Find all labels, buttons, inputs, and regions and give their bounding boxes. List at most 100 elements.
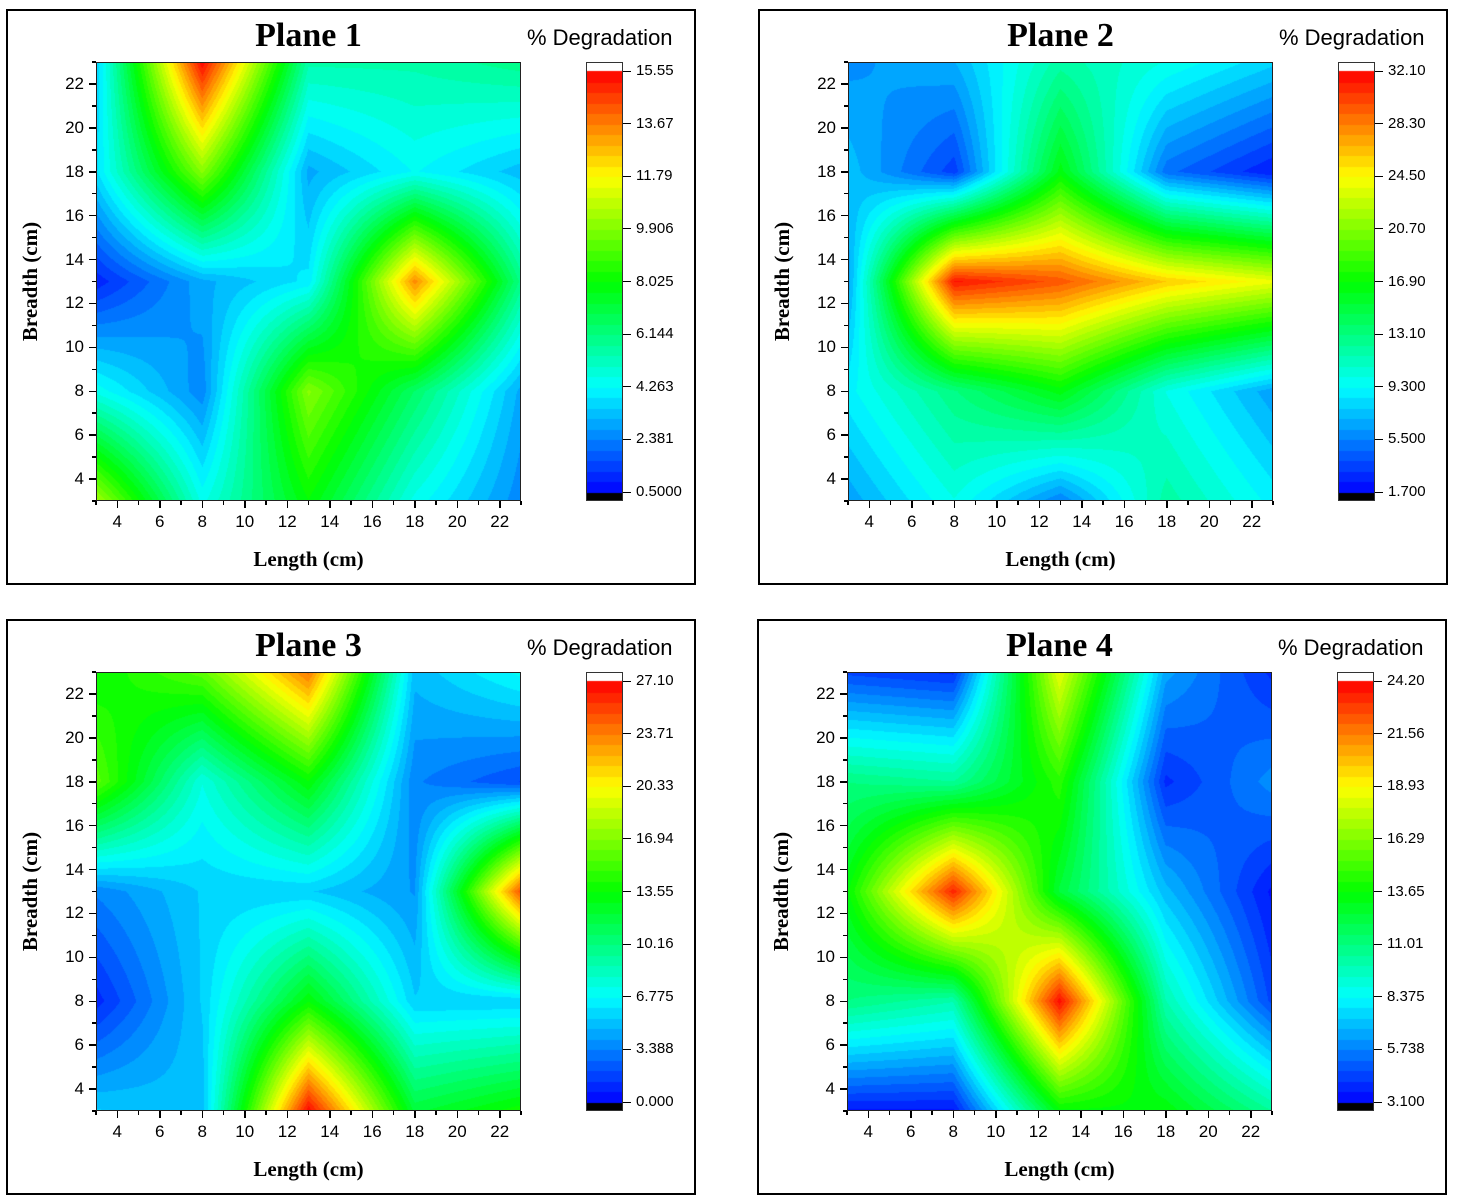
y-minor-tick: [92, 368, 96, 371]
y-tick-label: 12: [816, 903, 835, 923]
colorbar-gradient: [586, 672, 623, 1111]
y-major-tick: [89, 912, 96, 915]
colorbar-tick-label: 13.10: [1388, 325, 1426, 343]
plot-frame: [847, 672, 1272, 1111]
y-major-tick: [89, 390, 96, 392]
colorbar-tick-label: 6.775: [636, 987, 674, 1005]
y-axis-label: Breadth (cm): [18, 831, 42, 952]
x-tick-label: 18: [405, 512, 425, 531]
x-minor-tick: [1144, 501, 1147, 505]
x-tick-label: 22: [490, 1122, 510, 1141]
x-minor-tick: [95, 1111, 97, 1115]
y-tick-label: 18: [817, 161, 836, 181]
x-minor-tick: [350, 1111, 352, 1115]
colorbar-tick-label: 10.16: [636, 935, 674, 953]
y-major-tick: [841, 302, 848, 305]
x-major-tick: [953, 501, 955, 508]
y-tick-label: 10: [817, 337, 836, 357]
x-major-tick: [244, 501, 246, 508]
colorbar-tick: [623, 438, 631, 440]
x-tick-label: 20: [1199, 512, 1219, 531]
colorbar-tick-label: 24.50: [1388, 167, 1426, 185]
x-major-tick: [499, 1111, 501, 1118]
colorbar-tick-label: 16.90: [1388, 272, 1426, 290]
plot-area: 4 6 8 10 12 14 16 18 20 22 4 6 8 10 12 14 16 18 20 22: [65, 61, 522, 531]
y-major-tick: [841, 171, 848, 173]
y-minor-tick: [843, 934, 847, 937]
chart-title: Plane 4: [1006, 627, 1113, 664]
x-minor-tick: [1229, 501, 1232, 505]
x-axis-label: Length (cm): [1004, 1157, 1115, 1181]
x-major-tick: [1123, 501, 1125, 508]
y-minor-tick: [844, 236, 848, 239]
x-tick-label: 10: [987, 512, 1007, 531]
y-major-tick: [840, 1044, 847, 1046]
plot-frame: [848, 62, 1273, 501]
y-axis-label: Breadth (cm): [769, 831, 793, 952]
y-major-tick: [89, 83, 96, 85]
y-tick-label: 18: [816, 771, 835, 791]
colorbar-tick: [1375, 281, 1383, 282]
colorbar-title: % Degradation: [1278, 635, 1424, 660]
y-minor-tick: [843, 715, 847, 717]
y-major-tick: [89, 781, 96, 783]
x-tick-label: 12: [1029, 512, 1049, 531]
y-major-tick: [89, 302, 96, 305]
x-tick-label: 8: [948, 1122, 958, 1141]
x-minor-tick: [932, 501, 934, 505]
y-minor-tick: [92, 846, 96, 849]
x-tick-label: 18: [1157, 512, 1177, 531]
colorbar-tick: [1375, 70, 1383, 72]
colorbar-tick-label: 13.67: [636, 114, 674, 132]
x-major-tick: [414, 501, 416, 508]
x-minor-tick: [477, 501, 480, 505]
x-minor-tick: [265, 1111, 267, 1115]
y-minor-tick: [844, 61, 848, 63]
y-major-tick: [840, 912, 847, 915]
x-tick-label: 6: [155, 512, 165, 531]
x-tick-label: 4: [112, 512, 122, 531]
y-tick-label: 6: [826, 425, 836, 445]
colorbar-title: % Degradation: [527, 635, 673, 660]
y-minor-tick: [844, 500, 848, 502]
x-major-tick: [1122, 1111, 1124, 1118]
x-minor-tick: [222, 501, 225, 505]
x-tick-label: 12: [1028, 1122, 1048, 1141]
x-minor-tick: [1186, 1111, 1188, 1115]
x-major-tick: [867, 1111, 869, 1118]
x-major-tick: [1037, 1111, 1039, 1118]
colorbar-tick-label: 15.55: [636, 62, 674, 79]
y-major-tick: [89, 1088, 96, 1090]
y-major-tick: [89, 258, 96, 261]
plot-area: 4 6 8 10 12 14 16 18 20 22 4 6 8 10 12 14 16 18 20 22: [816, 671, 1273, 1141]
y-tick-label: 20: [65, 727, 84, 747]
y-minor-tick: [843, 802, 847, 805]
y-major-tick: [841, 346, 848, 349]
y-major-tick: [89, 127, 96, 129]
x-minor-tick: [307, 1111, 310, 1115]
colorbar: 27.10 23.71 20.33 16.94 13.55 10.16 6.775 3.388…: [586, 672, 674, 1111]
y-tick-label: 22: [65, 683, 84, 703]
colorbar-tick: [623, 228, 631, 230]
x-major-tick: [1038, 501, 1040, 508]
colorbar-tick-label: 8.375: [1387, 987, 1425, 1005]
panel-plane-2: Plane 2 % Degradation Length (cm) Breadth (…: [758, 9, 1448, 585]
colorbar-tick-label: 18.93: [1387, 777, 1425, 795]
colorbar-tick-label: 28.30: [1388, 114, 1426, 132]
colorbar-tick-label: 11.79: [636, 167, 673, 185]
plot-frame: [96, 62, 521, 501]
x-major-tick: [1250, 1111, 1252, 1118]
x-major-tick: [244, 1111, 246, 1118]
y-minor-tick: [92, 715, 96, 717]
colorbar-tick-label: 9.906: [636, 219, 674, 237]
colorbar-title: % Degradation: [1279, 25, 1425, 50]
y-major-tick: [841, 127, 848, 129]
x-major-tick: [499, 501, 501, 508]
x-major-tick: [995, 1111, 997, 1118]
y-tick-label: 6: [825, 1035, 835, 1055]
x-minor-tick: [1059, 501, 1062, 505]
colorbar-gradient: [1338, 62, 1375, 501]
colorbar-tick: [623, 680, 631, 682]
x-tick-label: 14: [1072, 512, 1092, 531]
y-major-tick: [89, 737, 96, 739]
